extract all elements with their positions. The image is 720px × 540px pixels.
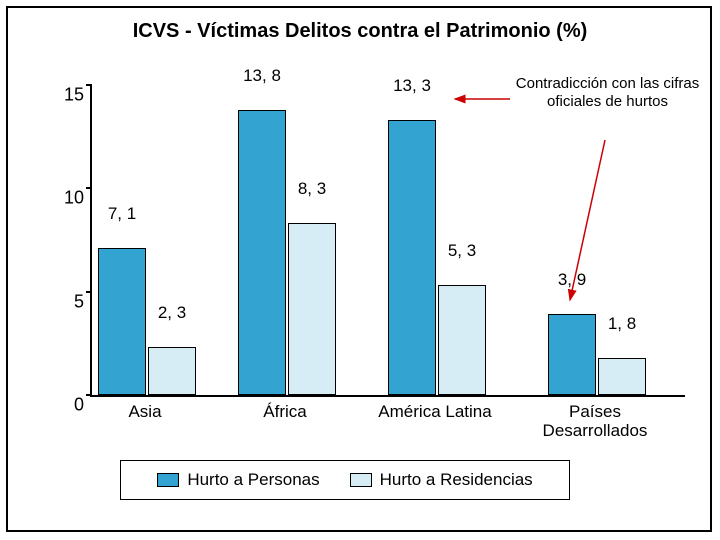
legend-label-personas: Hurto a Personas [187, 470, 319, 490]
bar [598, 358, 646, 395]
legend-label-residencias: Hurto a Residencias [380, 470, 533, 490]
y-tick-label: 0 [44, 395, 84, 416]
plot-area: 0510157, 12, 313, 88, 313, 35, 33, 91, 8 [90, 85, 482, 397]
bar-value-label: 13, 8 [243, 66, 281, 86]
y-tick-mark [86, 187, 92, 189]
legend-item-personas: Hurto a Personas [157, 470, 319, 490]
annotation-text: Contradicción con las cifras oficiales d… [510, 75, 705, 111]
bar-value-label: 2, 3 [158, 303, 186, 323]
bar [98, 248, 146, 395]
legend-swatch-personas [157, 473, 179, 487]
bar-value-label: 8, 3 [298, 179, 326, 199]
category-label: América Latina [378, 403, 491, 422]
bar-value-label: 13, 3 [393, 76, 431, 96]
bar [238, 110, 286, 395]
bar [438, 285, 486, 395]
x-axis [90, 395, 685, 397]
bar [388, 120, 436, 395]
bar [548, 314, 596, 395]
bar-value-label: 7, 1 [108, 204, 136, 224]
bar-value-label: 5, 3 [448, 241, 476, 261]
y-tick-label: 15 [44, 85, 84, 106]
bar-value-label: 1, 8 [608, 314, 636, 334]
category-label: PaísesDesarrollados [543, 403, 648, 440]
legend-item-residencias: Hurto a Residencias [350, 470, 533, 490]
legend-swatch-residencias [350, 473, 372, 487]
chart-title: ICVS - Víctimas Delitos contra el Patrim… [0, 20, 720, 43]
legend: Hurto a Personas Hurto a Residencias [120, 460, 570, 500]
y-tick-label: 5 [44, 291, 84, 312]
y-tick-label: 10 [44, 188, 84, 209]
category-label: Asia [128, 403, 161, 422]
bar [148, 347, 196, 395]
y-tick-mark [86, 84, 92, 86]
y-tick-mark [86, 291, 92, 293]
bar-value-label: 3, 9 [558, 270, 586, 290]
category-label: África [263, 403, 306, 422]
bar [288, 223, 336, 395]
